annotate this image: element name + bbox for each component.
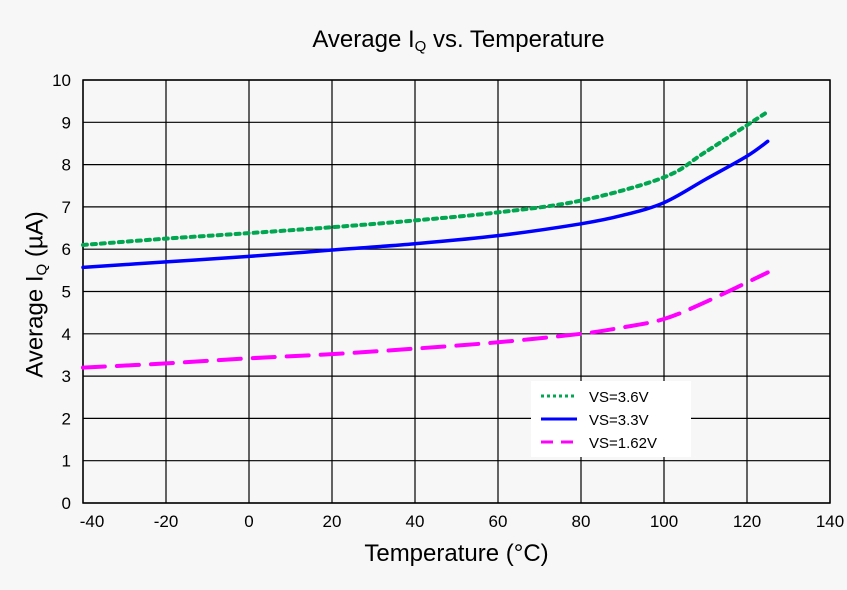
ylabel-text: Average I — [21, 275, 49, 378]
x-tick-label: -40 — [80, 512, 105, 531]
y-tick-label: 7 — [62, 198, 71, 217]
y-tick-label: 0 — [62, 494, 71, 513]
x-tick-label: -20 — [154, 512, 179, 531]
legend: VS=3.6V VS=3.3V VS=1.62V — [531, 381, 691, 457]
series-line-VS=1.62V — [81, 270, 770, 370]
y-tick-label: 1 — [62, 452, 71, 471]
x-tick-label: 100 — [650, 512, 678, 531]
y-tick-label: 4 — [62, 325, 71, 344]
title-subscript: Q — [414, 38, 427, 55]
x-tick-label: 60 — [489, 512, 508, 531]
plot-border — [82, 79, 831, 504]
ylabel-text-rest: (µA) — [21, 211, 49, 264]
legend-label: VS=3.3V — [589, 412, 649, 429]
x-tick-label: 0 — [244, 512, 253, 531]
ylabel-subscript: Q — [33, 263, 51, 276]
chart-title: Average IQ vs. Temperature — [0, 26, 847, 55]
y-tick-label: 2 — [62, 409, 71, 428]
series-line-VS=3.3V — [81, 139, 770, 270]
legend-label: VS=3.6V — [589, 389, 649, 406]
y-tick-label: 5 — [62, 283, 71, 302]
y-tick-label: 6 — [62, 240, 71, 259]
x-tick-label: 140 — [816, 512, 844, 531]
x-tick-label: 80 — [572, 512, 591, 531]
x-axis-label: Temperature (°C) — [364, 540, 549, 567]
y-tick-label: 9 — [62, 113, 71, 132]
x-tick-label: 20 — [323, 512, 342, 531]
series-line-VS=3.6V — [81, 109, 770, 247]
legend-label: VS=1.62V — [589, 435, 657, 452]
y-axis-label: Average IQ (µA) — [22, 185, 51, 405]
y-tick-label: 10 — [52, 71, 71, 90]
title-text: Average I — [312, 26, 415, 53]
x-tick-label: 40 — [406, 512, 425, 531]
y-tick-label: 3 — [62, 367, 71, 386]
y-tick-label: 8 — [62, 156, 71, 175]
title-text-rest: vs. Temperature — [426, 26, 605, 53]
x-tick-label: 120 — [733, 512, 761, 531]
